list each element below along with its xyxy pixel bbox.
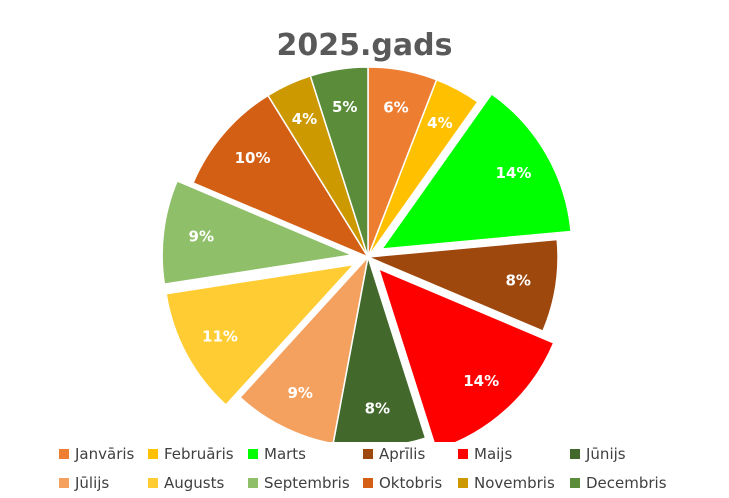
- legend-item-janvaris: Janvāris: [59, 443, 134, 465]
- legend-swatch: [148, 449, 158, 459]
- data-label-februaris: 4%: [427, 114, 452, 132]
- legend-item-novembris: Novembris: [458, 472, 555, 494]
- legend-swatch: [458, 449, 468, 459]
- legend-label: Decembris: [586, 474, 667, 492]
- legend-item-maijs: Maijs: [458, 443, 512, 465]
- legend-swatch: [59, 449, 69, 459]
- legend-label: Jūlijs: [75, 474, 110, 492]
- data-label-julijs: 9%: [288, 384, 313, 402]
- legend-swatch: [458, 478, 468, 488]
- legend-item-septembris: Septembris: [248, 472, 350, 494]
- legend-item-aprilis: Aprīlis: [363, 443, 425, 465]
- pie-slice-aprilis: [367, 238, 559, 333]
- legend-label: Septembris: [264, 474, 350, 492]
- pie-slice-februaris: [367, 78, 479, 258]
- data-label-decembris: 5%: [332, 98, 357, 116]
- legend-swatch: [248, 449, 258, 459]
- legend-swatch: [248, 478, 258, 488]
- legend-item-junijs: Jūnijs: [570, 443, 626, 465]
- legend-swatch: [363, 449, 373, 459]
- pie-slice-oktobris: [192, 94, 370, 259]
- data-label-janvaris: 6%: [383, 99, 408, 117]
- chart-legend: Janvāris Februāris Marts Aprīlis Maijs Jūnijs…: [55, 442, 679, 498]
- legend-label: Janvāris: [75, 445, 135, 463]
- legend-label: Augusts: [164, 474, 225, 492]
- data-label-aprilis: 8%: [505, 271, 530, 289]
- legend-item-marts: Marts: [248, 443, 306, 465]
- legend-label: Jūnijs: [586, 445, 626, 463]
- legend-swatch: [570, 449, 580, 459]
- pie-slice-augusts: [165, 263, 356, 407]
- data-label-septembris: 9%: [189, 227, 214, 245]
- data-label-novembris: 4%: [292, 110, 317, 128]
- legend-item-augusts: Augusts: [148, 472, 224, 494]
- data-label-marts: 14%: [496, 164, 532, 182]
- legend-swatch: [363, 478, 373, 488]
- legend-item-oktobris: Oktobris: [363, 472, 442, 494]
- data-label-maijs: 14%: [463, 372, 499, 390]
- data-label-oktobris: 10%: [235, 149, 271, 167]
- chart-title: 2025.gads: [276, 28, 453, 63]
- data-label-junijs: 8%: [365, 400, 390, 418]
- pie-slice-decembris: [309, 66, 369, 258]
- pie-slice-septembris: [161, 179, 355, 286]
- legend-item-decembris: Decembris: [570, 472, 667, 494]
- data-label-augusts: 11%: [202, 327, 238, 345]
- legend-label: Oktobris: [379, 474, 443, 492]
- pie-chart: 6% 4% 14% 8% 14% 8% 9% 11% 9% 10% 4% 5%: [161, 66, 572, 450]
- legend-label: Marts: [264, 445, 306, 463]
- legend-label: Februāris: [164, 445, 234, 463]
- legend-label: Maijs: [474, 445, 513, 463]
- legend-item-februaris: Februāris: [148, 443, 234, 465]
- legend-item-julijs: Jūlijs: [59, 472, 109, 494]
- legend-label: Aprīlis: [379, 445, 426, 463]
- pie-slice-marts: [380, 92, 572, 250]
- legend-swatch: [59, 478, 69, 488]
- legend-swatch: [148, 478, 158, 488]
- legend-swatch: [570, 478, 580, 488]
- legend-label: Novembris: [474, 474, 555, 492]
